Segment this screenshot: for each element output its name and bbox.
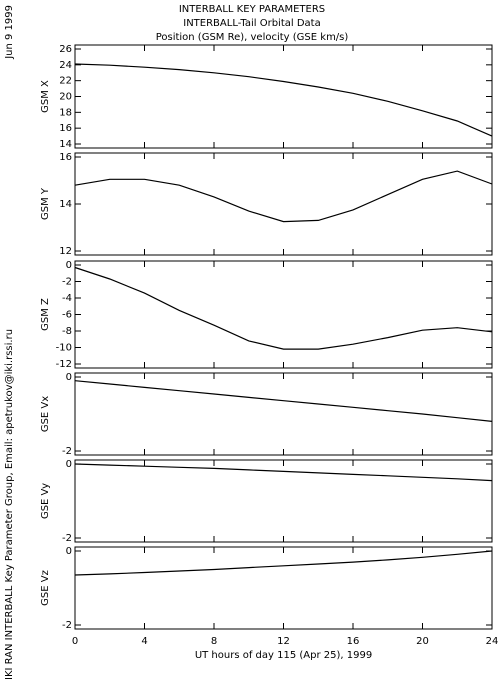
panel-frame	[74, 152, 493, 256]
panel-frame	[74, 372, 493, 456]
y-tick-label: 16	[59, 152, 72, 163]
panel-frame	[74, 260, 493, 369]
data-line	[74, 63, 493, 137]
x-tick-label: 0	[72, 636, 78, 647]
x-tick-label: 4	[141, 636, 147, 647]
y-tick-label: -10	[56, 343, 72, 354]
y-tick-label: -2	[62, 277, 72, 288]
panel-frame	[74, 44, 493, 149]
panel-frame	[74, 546, 493, 630]
x-axis-label: UT hours of day 115 (Apr 25), 1999	[195, 650, 372, 661]
y-tick-label: 0	[66, 459, 72, 470]
x-tick-label: 16	[347, 636, 360, 647]
y-axis-label: GSM Y	[40, 187, 51, 220]
y-axis-label: GSE Vz	[40, 570, 51, 606]
y-tick-label: 14	[59, 139, 72, 150]
y-tick-label: 20	[59, 92, 72, 103]
y-axis-label: GSM Z	[40, 298, 51, 331]
data-line	[74, 266, 493, 350]
y-tick-label: -2	[62, 533, 72, 544]
y-tick-label: 16	[59, 123, 72, 134]
y-tick-label: 26	[59, 44, 72, 55]
x-tick-label: 20	[416, 636, 429, 647]
x-tick-label: 24	[486, 636, 499, 647]
subtitle: INTERBALL-Tail Orbital Data	[183, 18, 320, 29]
y-tick-label: 22	[59, 76, 72, 87]
y-axis-label: GSE Vx	[40, 396, 51, 432]
y-tick-label: 24	[59, 60, 72, 71]
data-line	[74, 463, 493, 482]
data-line	[74, 170, 493, 223]
units-note: Position (GSM Re), velocity (GSE km/s)	[156, 32, 349, 43]
y-tick-label: 12	[59, 246, 72, 257]
y-tick-label: -2	[62, 446, 72, 457]
y-tick-label: -8	[62, 326, 72, 337]
y-tick-label: 0	[66, 372, 72, 383]
data-line	[74, 380, 493, 422]
x-tick-label: 8	[211, 636, 217, 647]
credit: IKI RAN INTERBALL Key Parameter Group, E…	[4, 329, 15, 680]
y-axis-label: GSM X	[40, 80, 51, 113]
y-tick-label: -6	[62, 310, 72, 321]
title: INTERBALL KEY PARAMETERS	[179, 4, 325, 15]
x-tick-label: 12	[277, 636, 290, 647]
y-axis-label: GSE Vy	[40, 483, 51, 519]
y-tick-label: 18	[59, 107, 72, 118]
y-tick-label: -2	[62, 620, 72, 631]
y-tick-label: -4	[62, 293, 72, 304]
date-stamp: Jun 9 1999	[4, 5, 15, 60]
data-line	[74, 550, 493, 576]
panel-frame	[74, 459, 493, 543]
y-tick-label: 0	[66, 260, 72, 271]
y-tick-label: -12	[56, 359, 72, 370]
y-tick-label: 0	[66, 546, 72, 557]
y-tick-label: 14	[59, 199, 72, 210]
